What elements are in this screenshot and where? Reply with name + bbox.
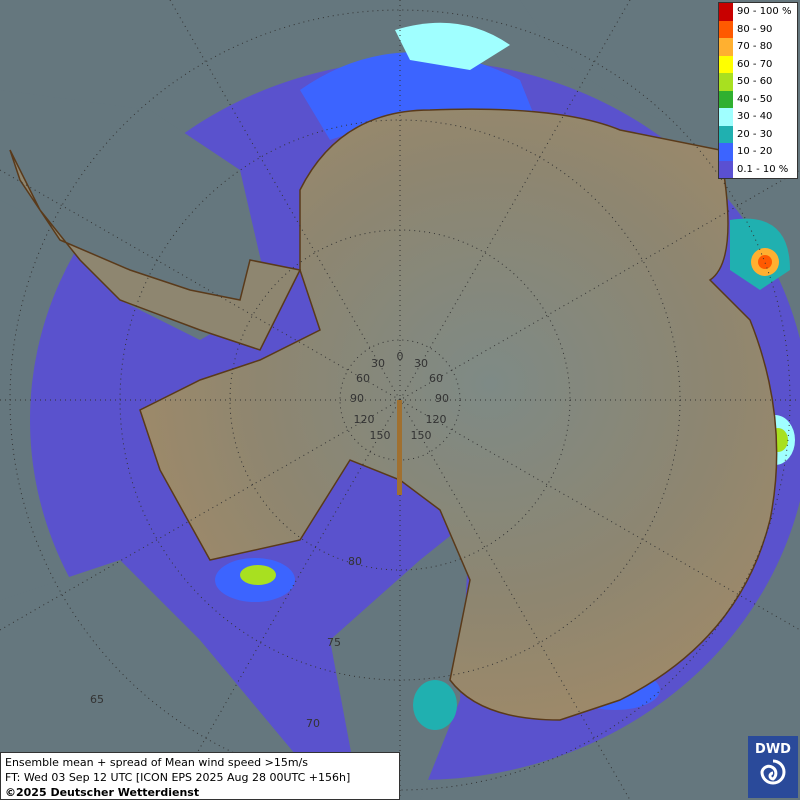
legend-swatch: [719, 125, 733, 143]
legend-swatch: [719, 108, 733, 126]
legend-label: 90 - 100 %: [737, 6, 792, 18]
antarctic-peninsula: [9, 149, 302, 351]
longitude-label: 30: [414, 357, 428, 370]
longitude-label: 60: [356, 372, 370, 385]
logo: DWD: [748, 736, 798, 798]
legend-item: 40 - 50: [719, 90, 797, 108]
legend-item: 0.1 - 10 %: [719, 160, 797, 178]
legend-item: 90 - 100 %: [719, 3, 797, 21]
legend-swatch: [719, 143, 733, 161]
legend-item: 10 - 20: [719, 143, 797, 161]
antarctica: [139, 108, 778, 721]
longitude-label: 90: [435, 392, 449, 405]
legend-label: 60 - 70: [737, 58, 773, 70]
legend-label: 80 - 90: [737, 23, 773, 35]
caption: Ensemble mean + spread of Mean wind spee…: [0, 752, 400, 800]
legend-swatch: [719, 160, 733, 178]
legend-label: 0.1 - 10 %: [737, 163, 789, 175]
legend-swatch: [719, 38, 733, 56]
legend-swatch: [719, 20, 733, 38]
longitude-label: 30: [371, 357, 385, 370]
caption-line: ©2025 Deutscher Wetterdienst: [5, 786, 200, 799]
legend-swatch: [719, 90, 733, 108]
longitude-label: 90: [350, 392, 364, 405]
legend-swatch: [719, 55, 733, 73]
legend-label: 10 - 20: [737, 146, 773, 158]
legend-swatch: [719, 3, 733, 21]
ice-shelf-line: [397, 400, 402, 495]
logo-text: DWD: [755, 742, 791, 757]
legend-label: 20 - 30: [737, 128, 773, 140]
legend: 90 - 100 % 80 - 90 70 - 80 60 - 70 50 - 60 40…: [718, 2, 798, 179]
legend-label: 30 - 40: [737, 111, 773, 123]
longitude-label: 150: [370, 429, 391, 442]
legend-item: 80 - 90: [719, 20, 797, 38]
latitude-label: 75: [327, 636, 341, 649]
legend-swatch: [719, 73, 733, 91]
longitude-label: 0: [397, 350, 404, 363]
legend-label: 70 - 80: [737, 41, 773, 53]
caption-line: Ensemble mean + spread of Mean wind spee…: [5, 756, 308, 769]
longitude-label: 120: [426, 413, 447, 426]
legend-label: 40 - 50: [737, 93, 773, 105]
legend-item: 70 - 80: [719, 38, 797, 56]
legend-item: 60 - 70: [719, 55, 797, 73]
longitude-label: 150: [411, 429, 432, 442]
latitude-label: 80: [348, 555, 362, 568]
latitude-label: 65: [90, 693, 104, 706]
legend-item: 30 - 40: [719, 108, 797, 126]
logo-icon: [760, 759, 786, 785]
legend-label: 50 - 60: [737, 76, 773, 88]
longitude-label: 120: [354, 413, 375, 426]
caption-line: FT: Wed 03 Sep 12 UTC [ICON EPS 2025 Aug…: [5, 771, 351, 784]
legend-item: 20 - 30: [719, 125, 797, 143]
legend-item: 50 - 60: [719, 73, 797, 91]
longitude-label: 60: [429, 372, 443, 385]
latitude-label: 70: [306, 717, 320, 730]
